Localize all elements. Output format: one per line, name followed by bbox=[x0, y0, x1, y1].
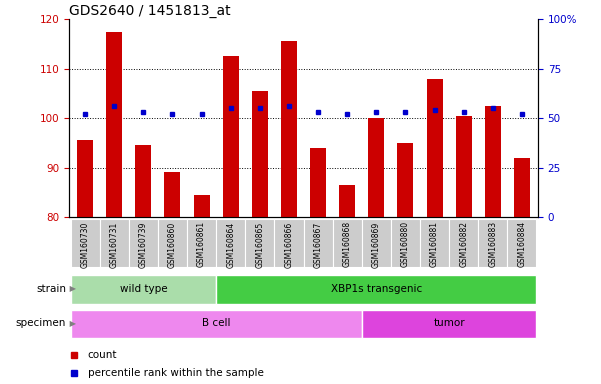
Bar bbox=[216, 219, 245, 267]
Bar bbox=[281, 41, 297, 217]
Bar bbox=[420, 219, 449, 267]
Bar bbox=[478, 219, 507, 267]
Bar bbox=[216, 275, 537, 304]
Bar bbox=[70, 219, 100, 267]
Bar bbox=[362, 219, 391, 267]
Text: ▶: ▶ bbox=[67, 285, 76, 293]
Bar bbox=[106, 31, 122, 217]
Bar bbox=[391, 219, 420, 267]
Bar bbox=[129, 219, 158, 267]
Bar bbox=[77, 140, 93, 217]
Bar bbox=[368, 118, 384, 217]
Bar bbox=[70, 310, 362, 338]
Bar bbox=[456, 116, 472, 217]
Text: B cell: B cell bbox=[202, 318, 230, 328]
Bar bbox=[339, 185, 355, 217]
Bar bbox=[187, 219, 216, 267]
Bar bbox=[310, 148, 326, 217]
Bar bbox=[332, 219, 362, 267]
Text: GSM160865: GSM160865 bbox=[255, 221, 264, 268]
Bar bbox=[158, 219, 187, 267]
Bar bbox=[70, 275, 216, 304]
Bar bbox=[427, 79, 442, 217]
Text: tumor: tumor bbox=[433, 318, 465, 328]
Text: count: count bbox=[88, 350, 117, 360]
Text: GSM160880: GSM160880 bbox=[401, 221, 410, 267]
Bar bbox=[194, 195, 210, 217]
Bar bbox=[362, 310, 537, 338]
Text: GSM160860: GSM160860 bbox=[168, 221, 177, 268]
Bar bbox=[397, 143, 413, 217]
Text: GSM160861: GSM160861 bbox=[197, 221, 206, 267]
Text: GSM160731: GSM160731 bbox=[110, 221, 119, 268]
Text: GDS2640 / 1451813_at: GDS2640 / 1451813_at bbox=[69, 4, 231, 18]
Text: GSM160869: GSM160869 bbox=[372, 221, 381, 268]
Text: ▶: ▶ bbox=[67, 319, 76, 328]
Bar bbox=[275, 219, 304, 267]
Text: strain: strain bbox=[36, 284, 66, 294]
Text: GSM160864: GSM160864 bbox=[226, 221, 235, 268]
Bar bbox=[304, 219, 332, 267]
Bar bbox=[135, 145, 151, 217]
Bar bbox=[245, 219, 275, 267]
Bar bbox=[485, 106, 501, 217]
Text: GSM160730: GSM160730 bbox=[81, 221, 90, 268]
Text: GSM160868: GSM160868 bbox=[343, 221, 352, 267]
Bar bbox=[223, 56, 239, 217]
Text: GSM160867: GSM160867 bbox=[314, 221, 323, 268]
Bar bbox=[449, 219, 478, 267]
Bar bbox=[165, 172, 180, 217]
Bar bbox=[507, 219, 537, 267]
Bar bbox=[514, 158, 530, 217]
Text: GSM160882: GSM160882 bbox=[459, 221, 468, 267]
Text: percentile rank within the sample: percentile rank within the sample bbox=[88, 367, 264, 377]
Bar bbox=[100, 219, 129, 267]
Text: GSM160866: GSM160866 bbox=[284, 221, 293, 268]
Text: GSM160739: GSM160739 bbox=[139, 221, 148, 268]
Text: GSM160883: GSM160883 bbox=[488, 221, 497, 267]
Text: wild type: wild type bbox=[120, 284, 167, 294]
Text: GSM160881: GSM160881 bbox=[430, 221, 439, 267]
Text: specimen: specimen bbox=[16, 318, 66, 328]
Bar bbox=[252, 91, 268, 217]
Text: GSM160884: GSM160884 bbox=[517, 221, 526, 267]
Text: XBP1s transgenic: XBP1s transgenic bbox=[331, 284, 422, 294]
